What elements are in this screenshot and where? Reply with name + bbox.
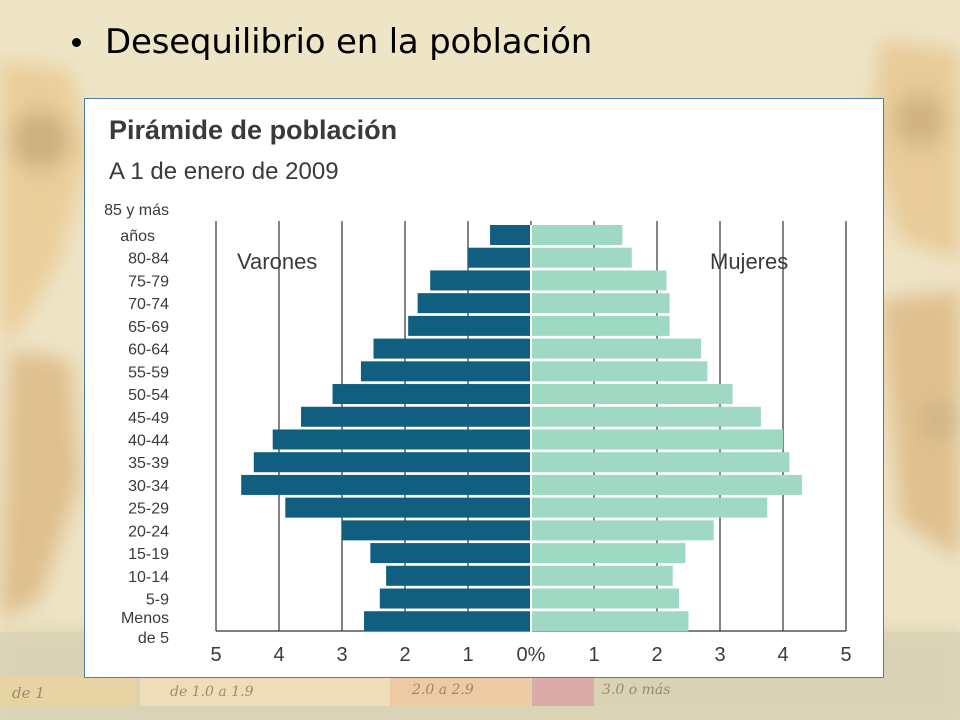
bar-varones <box>241 474 531 495</box>
age-label: 65-69 <box>128 319 169 336</box>
age-label: 10-14 <box>128 569 169 586</box>
bar-mujeres <box>531 338 702 359</box>
series-label-mujeres: Mujeres <box>710 249 788 274</box>
slide-bullet: Desequilibrio en la población <box>72 22 592 62</box>
chart-title: Pirámide de población <box>109 115 397 145</box>
age-label: 80-84 <box>128 251 169 268</box>
age-label: 40-44 <box>128 432 169 449</box>
age-label: 15-19 <box>128 546 169 563</box>
bar-mujeres <box>531 406 761 427</box>
bar-mujeres <box>531 611 689 632</box>
age-label: 55-59 <box>128 364 169 381</box>
population-pyramid-panel: Pirámide de población A 1 de enero de 20… <box>84 98 884 678</box>
legend-item-2: de 1.0 a 1.9 <box>170 684 254 700</box>
bar-mujeres <box>531 543 686 564</box>
bar-varones <box>370 543 531 564</box>
x-axis-ticks: 5 4 3 2 1 0% 1 2 3 4 5 <box>210 644 851 666</box>
bar-varones <box>342 520 531 541</box>
bar-varones <box>285 497 531 518</box>
chart-bars <box>241 225 802 634</box>
bar-varones <box>386 565 531 586</box>
age-label: 70-74 <box>128 296 169 313</box>
bar-varones <box>373 338 531 359</box>
bar-varones <box>408 315 531 336</box>
bar-varones <box>253 452 532 473</box>
x-tick-label: 5 <box>210 644 221 666</box>
legend-item-1: de 1 <box>12 684 45 702</box>
age-label: 75-79 <box>128 273 169 290</box>
bar-varones <box>360 361 531 382</box>
age-label: 45-49 <box>128 410 169 427</box>
bar-varones <box>332 384 531 405</box>
x-tick-label: 2 <box>399 644 410 666</box>
age-label: 35-39 <box>128 455 169 472</box>
bar-varones <box>417 293 531 314</box>
age-label: 20-24 <box>128 523 169 540</box>
chart-subtitle: A 1 de enero de 2009 <box>109 158 339 185</box>
x-tick-label: 1 <box>462 644 473 666</box>
age-label: 60-64 <box>128 342 169 359</box>
bar-varones <box>364 611 531 632</box>
bar-varones <box>430 270 531 291</box>
x-tick-label: 5 <box>840 644 851 666</box>
population-pyramid-chart: Pirámide de población A 1 de enero de 20… <box>104 115 851 666</box>
x-tick-label: 4 <box>273 644 284 666</box>
age-label: 50-54 <box>128 387 169 404</box>
age-label: años <box>120 228 155 245</box>
bar-mujeres <box>531 361 708 382</box>
bar-mujeres <box>531 520 714 541</box>
bar-mujeres <box>531 384 733 405</box>
age-label: 5-9 <box>146 592 169 609</box>
bar-mujeres <box>531 429 783 450</box>
series-label-varones: Varones <box>237 249 317 274</box>
age-label: Menos <box>121 610 169 627</box>
bar-varones <box>468 247 531 268</box>
bar-mujeres <box>531 452 790 473</box>
bar-mujeres <box>531 225 623 245</box>
age-label: 30-34 <box>128 478 169 495</box>
x-tick-label: 3 <box>336 644 347 666</box>
bar-varones <box>301 406 531 427</box>
x-tick-label: 2 <box>651 644 662 666</box>
bar-varones <box>272 429 531 450</box>
slide-bullet-text: Desequilibrio en la población <box>105 22 593 62</box>
x-tick-label: 1 <box>588 644 599 666</box>
bar-mujeres <box>531 565 673 586</box>
bar-mujeres <box>531 588 680 609</box>
age-label: 85 y más <box>104 202 169 219</box>
x-tick-label: 4 <box>777 644 788 666</box>
bar-mujeres <box>531 293 670 314</box>
bar-varones <box>379 588 531 609</box>
bullet-dot-icon <box>72 37 81 47</box>
legend-item-4: 3.0 o más <box>602 682 670 698</box>
age-group-labels: 85 y más años 80-84 75-79 70-74 65-69 60-64 55-… <box>104 202 169 647</box>
bar-mujeres <box>531 497 768 518</box>
bar-mujeres <box>531 270 667 291</box>
age-label: de 5 <box>138 630 169 647</box>
x-tick-label: 0% <box>517 644 546 666</box>
bar-mujeres <box>531 247 632 268</box>
bar-mujeres <box>531 474 802 495</box>
legend-item-3: 2.0 a 2.9 <box>411 682 474 698</box>
x-tick-label: 3 <box>714 644 725 666</box>
age-label: 25-29 <box>128 501 169 518</box>
bar-varones <box>490 225 531 245</box>
bar-mujeres <box>531 315 670 336</box>
